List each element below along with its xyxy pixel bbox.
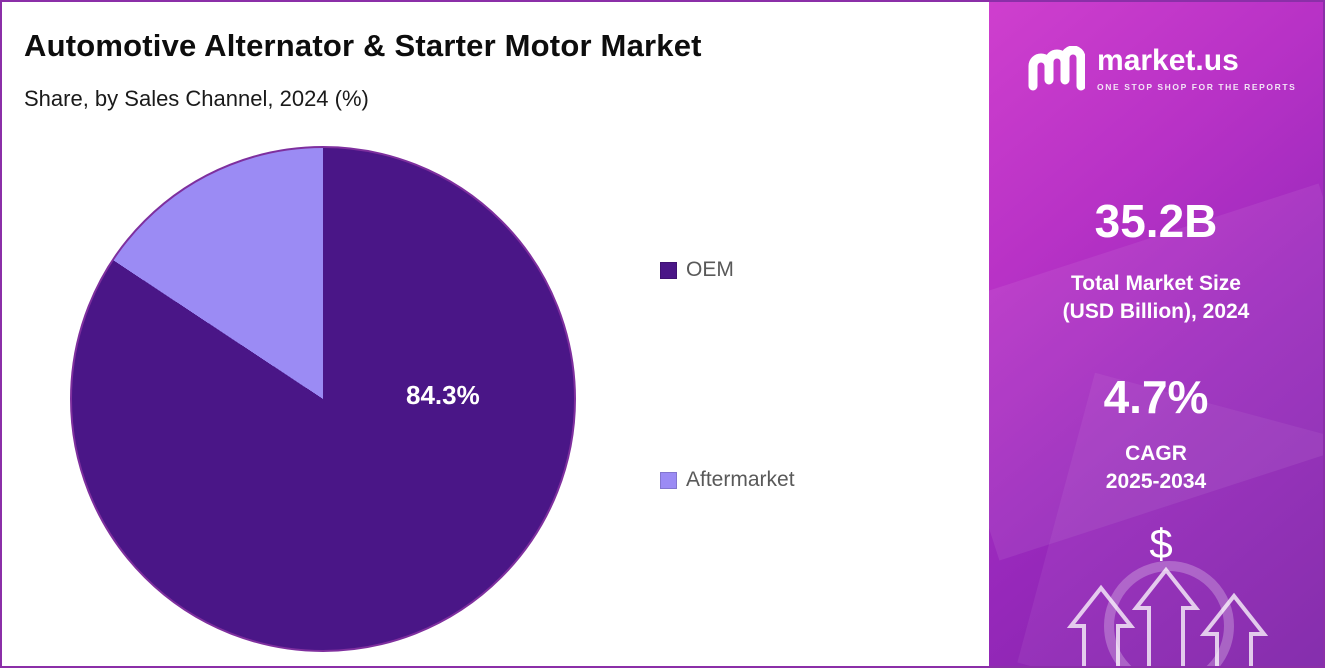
marketus-logo-icon	[1027, 45, 1086, 97]
marketus-logo-text-block: market.us ONE STOP SHOP FOR THE REPORTS	[1097, 44, 1297, 93]
legend-label-aftermarket: Aftermarket	[686, 468, 795, 491]
cagr-label-line2: 2025-2034	[1105, 470, 1207, 494]
market-size-label: Total Market Size (USD Billion), 2024	[989, 270, 1323, 327]
chart-area: Automotive Alternator & Starter Motor Ma…	[2, 2, 990, 666]
market-size-value: 35.2B	[1094, 195, 1218, 247]
legend-label-oem: OEM	[686, 258, 734, 281]
marketus-logo: market.us ONE STOP SHOP FOR THE REPORTS	[1027, 46, 1296, 97]
marketus-logo-tagline: ONE STOP SHOP FOR THE REPORTS	[1097, 82, 1297, 92]
marketus-logo-text: market.us	[1097, 44, 1239, 77]
dollar-growth-decoration: $	[989, 516, 1323, 666]
legend-item-oem: OEM	[660, 258, 734, 282]
legend-swatch-oem	[660, 261, 677, 279]
pie-chart-circle	[70, 146, 576, 652]
legend-item-aftermarket: Aftermarket	[660, 468, 795, 492]
cagr-value: 4.7%	[1103, 371, 1209, 423]
page-title: Automotive Alternator & Starter Motor Ma…	[24, 28, 702, 63]
market-size-label-line1: Total Market Size	[1071, 272, 1241, 295]
sidebar: market.us ONE STOP SHOP FOR THE REPORTS …	[989, 2, 1323, 666]
pie-chart: 84.3%	[70, 146, 576, 652]
market-size-label-line2: (USD Billion), 2024	[1062, 300, 1250, 324]
legend-swatch-aftermarket	[660, 471, 677, 489]
cagr-label-line1: CAGR	[1125, 442, 1187, 465]
pie-data-label-oem: 84.3%	[406, 380, 480, 410]
dollar-sign-glyph: $	[1149, 520, 1172, 567]
chart-subtitle: Share, by Sales Channel, 2024 (%)	[24, 86, 369, 111]
cagr-label: CAGR 2025-2034	[989, 440, 1323, 497]
